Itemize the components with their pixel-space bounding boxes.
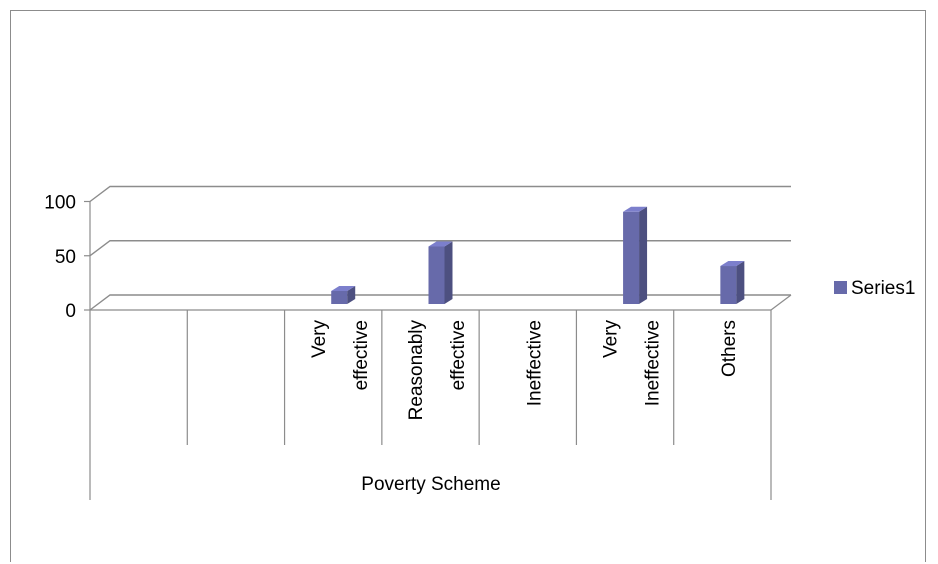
gridline-1 <box>89 240 791 257</box>
x-tick-label-2-0: Very <box>309 320 330 359</box>
x-tick-label-3-0: Reasonably <box>406 320 427 421</box>
bar-front-2 <box>331 290 348 304</box>
floor-right-edge <box>770 294 792 311</box>
x-tick-label-3-1: effective <box>448 320 469 390</box>
bar-top-6 <box>720 261 745 267</box>
legend: Series1 <box>834 278 915 299</box>
y-tick-label-1: 50 <box>55 247 76 268</box>
bar-front-5 <box>623 211 640 304</box>
x-tick-label-4-0: Ineffective <box>524 320 545 406</box>
bar-front-6 <box>720 266 737 304</box>
x-axis-title: Poverty Scheme <box>361 474 500 495</box>
bar-front-3 <box>428 246 445 304</box>
bar-top-2 <box>331 285 356 291</box>
bars <box>331 206 745 304</box>
bar-top-5 <box>623 206 648 212</box>
bar-side-3 <box>444 241 453 304</box>
gridline-2 <box>89 185 791 203</box>
chart-frame <box>10 10 926 562</box>
x-tick-label-2-1: effective <box>351 320 372 390</box>
y-tick-label-0: 0 <box>65 301 76 322</box>
legend-series-label: Series1 <box>851 278 915 299</box>
bar-3 <box>428 241 453 304</box>
bar-top-3 <box>428 241 453 247</box>
y-axis-ticks: 0 50 100 <box>44 193 76 323</box>
gridlines <box>84 185 792 500</box>
bar-side-2 <box>347 285 356 304</box>
gridline-0 <box>89 294 791 311</box>
legend-swatch <box>834 281 847 294</box>
bar-5 <box>623 206 648 304</box>
x-axis-tick-labels: Very effective Reasonably effective Ineffect… <box>309 320 740 421</box>
x-tick-label-5-1: Ineffective <box>643 320 664 406</box>
y-tick-label-2: 100 <box>44 193 76 214</box>
bar-2 <box>331 285 356 304</box>
x-tick-label-6-0: Others <box>719 320 740 377</box>
x-tick-label-5-0: Very <box>601 320 622 359</box>
bar-6 <box>720 261 745 304</box>
bar-side-6 <box>736 261 745 304</box>
bar-side-5 <box>639 206 648 304</box>
